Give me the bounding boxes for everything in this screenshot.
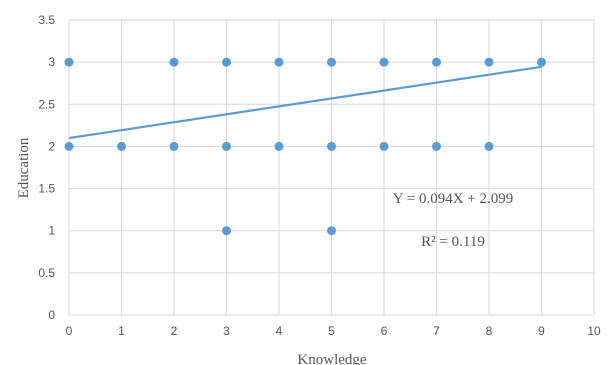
x-tick-label: 5 — [328, 324, 335, 338]
x-tick-label: 4 — [276, 324, 283, 338]
tick-labels: 0 0.5 1 1.5 2 2.5 3 3.5 0 1 2 3 4 5 6 7 8 9 10 — [38, 13, 601, 338]
x-tick-label: 9 — [538, 324, 545, 338]
trendline-layer — [68, 65, 542, 140]
data-point — [117, 141, 126, 151]
y-tick-label: 0.5 — [38, 266, 55, 280]
data-point — [432, 57, 441, 67]
data-point — [537, 57, 546, 67]
data-point — [222, 226, 231, 236]
x-tick-label: 6 — [381, 324, 388, 338]
y-tick-label: 1 — [48, 224, 55, 238]
data-point — [64, 141, 74, 151]
x-tick-label: 7 — [433, 324, 440, 338]
data-point — [379, 57, 389, 67]
data-point — [432, 141, 441, 151]
data-point — [64, 57, 74, 67]
y-tick-label: 3 — [48, 55, 55, 69]
data-point — [222, 57, 231, 67]
data-point — [484, 57, 494, 67]
y-tick-label: 3.5 — [38, 13, 55, 27]
x-tick-label: 8 — [486, 324, 493, 338]
r-squared-label: R² = 0.119 — [421, 234, 485, 250]
y-tick-label: 2.5 — [38, 97, 55, 111]
y-tick-label: 2 — [48, 139, 55, 153]
data-point — [327, 141, 336, 151]
data-point — [274, 57, 284, 67]
x-tick-label: 0 — [66, 324, 73, 338]
data-points — [64, 57, 546, 236]
y-tick-label: 1.5 — [38, 182, 55, 196]
data-point — [327, 57, 336, 67]
trendline-equation: Y = 0.094X + 2.099 — [393, 191, 514, 207]
data-point — [222, 141, 231, 151]
data-point — [274, 141, 284, 151]
y-axis-title: Education — [16, 137, 32, 198]
data-point — [169, 57, 179, 67]
x-tick-label: 2 — [171, 324, 178, 338]
data-point — [484, 141, 494, 151]
data-point — [327, 226, 336, 236]
y-tick-label: 0 — [48, 308, 55, 322]
x-tick-label: 3 — [223, 324, 230, 338]
x-axis-title: Knowledge — [297, 352, 366, 365]
x-tick-label: 1 — [118, 324, 125, 338]
x-tick-label: 10 — [587, 324, 601, 338]
data-point — [169, 141, 179, 151]
data-point — [379, 141, 389, 151]
trendline — [68, 65, 542, 140]
